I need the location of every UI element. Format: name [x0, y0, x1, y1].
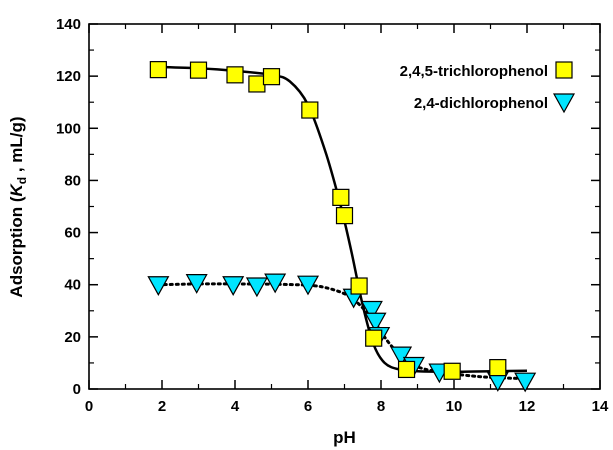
- trichlorophenol-point: [226, 66, 244, 84]
- x-axis-label: pH: [333, 428, 356, 447]
- dichlorophenol-fit-curve: [156, 282, 529, 381]
- dichlorophenol-point: [264, 273, 287, 294]
- dichlorophenol-point: [360, 300, 383, 321]
- trichlorophenol-fit-curve: [158, 65, 528, 374]
- x-tick-label: 14: [592, 398, 609, 415]
- trichlorophenol-point: [332, 188, 350, 206]
- trichlorophenol-point: [365, 329, 383, 347]
- y-tick-label: 120: [56, 68, 81, 85]
- y-axis-label-subscript: d: [15, 177, 29, 184]
- trichlorophenol-point: [443, 362, 461, 380]
- y-tick-label: 100: [56, 120, 81, 137]
- y-tick-label: 80: [64, 172, 81, 189]
- y-axis-label-symbol: K: [7, 183, 26, 197]
- dichlorophenol-point: [185, 274, 208, 294]
- y-tick-label: 60: [64, 225, 81, 242]
- y-tick-label: 140: [56, 16, 81, 33]
- legend: 2,4,5-trichlorophenol 2,4-dichlorophenol: [400, 61, 576, 114]
- y-tick-label: 0: [73, 381, 81, 398]
- y-axis-label-suffix: , mL/g): [7, 116, 26, 176]
- trichlorophenol-point: [262, 68, 281, 86]
- y-axis-label: Adsorption (Kd , mL/g): [7, 116, 29, 297]
- legend-marker-trichlorophenol: [555, 61, 573, 79]
- dichlorophenol-point: [514, 372, 537, 393]
- x-tick-label: 12: [519, 398, 536, 415]
- trichlorophenol-point: [350, 277, 368, 295]
- dichlorophenol-point: [222, 276, 245, 296]
- y-tick-label: 40: [64, 277, 81, 294]
- trichlorophenol-point: [189, 61, 208, 79]
- y-axis-label-prefix: Adsorption (: [7, 196, 26, 297]
- trichlorophenol-point: [397, 360, 416, 379]
- x-tick-label: 2: [158, 398, 166, 415]
- x-tick-label: 8: [377, 398, 385, 415]
- dichlorophenol-point: [296, 275, 320, 296]
- x-tick-label: 6: [304, 398, 312, 415]
- x-tick-label: 4: [231, 398, 240, 415]
- dichlorophenol-point: [245, 277, 268, 298]
- legend-marker-dichlorophenol: [552, 93, 576, 114]
- trichlorophenol-point: [301, 101, 319, 119]
- x-tick-label: 0: [85, 398, 93, 415]
- y-tick-label: 20: [64, 329, 81, 346]
- trichlorophenol-point: [489, 359, 507, 377]
- trichlorophenol-point: [149, 61, 167, 79]
- trichlorophenol-point: [335, 207, 354, 225]
- dichlorophenol-point: [390, 346, 413, 367]
- dichlorophenol-point: [147, 276, 170, 296]
- x-tick-label: 10: [446, 398, 463, 415]
- dichlorophenol-point: [364, 312, 387, 333]
- legend-label-trichlorophenol: 2,4,5-trichlorophenol: [400, 63, 548, 80]
- legend-label-dichlorophenol: 2,4-dichlorophenol: [414, 95, 548, 112]
- trichlorophenol-point: [248, 75, 266, 93]
- data-markers: [147, 61, 537, 393]
